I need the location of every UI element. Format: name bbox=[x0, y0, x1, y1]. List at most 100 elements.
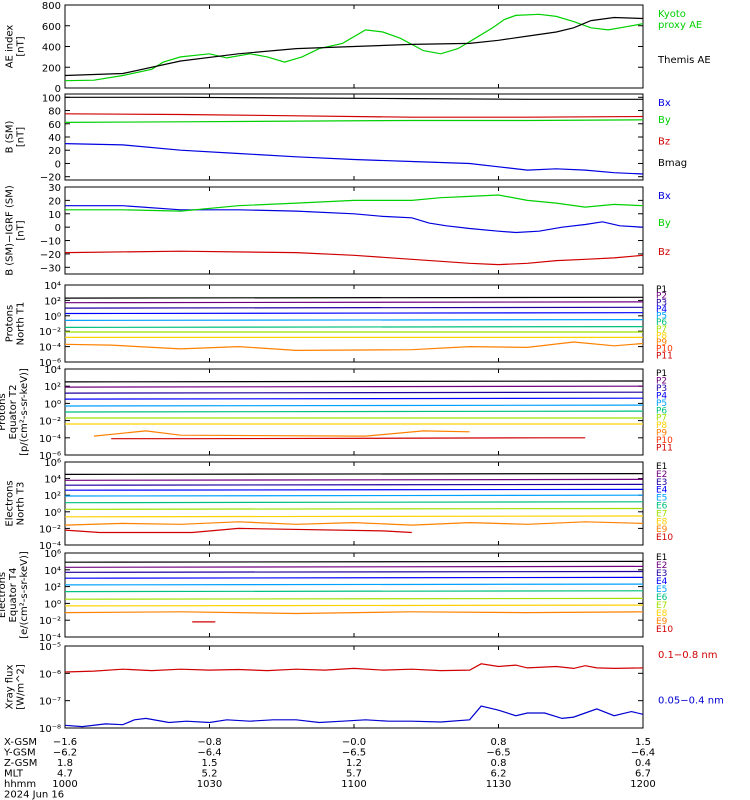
legend-label: P10 bbox=[656, 436, 673, 446]
legend-label: P5 bbox=[656, 399, 667, 409]
y-axis-label-line: North T3 bbox=[16, 482, 27, 526]
x-axis-value: 1.5 bbox=[202, 758, 218, 769]
y-tick-label: 10⁶ bbox=[44, 458, 61, 469]
y-tick-label: 10⁻⁴ bbox=[39, 633, 61, 644]
series-line bbox=[64, 404, 644, 407]
y-tick-label: 10⁻² bbox=[39, 327, 61, 338]
x-axis-value: 0.8 bbox=[491, 737, 507, 748]
legend-label: P5 bbox=[656, 312, 667, 322]
panel-8: 10⁻⁵ 10⁻⁶ 10⁻⁷ 10⁻⁸ Xray flux [W/m^2] 0.1−0.8 … bbox=[5, 642, 724, 735]
series-line bbox=[64, 611, 644, 615]
series-line bbox=[64, 119, 644, 123]
y-axis-label-line: [nT] bbox=[16, 220, 27, 240]
legend-label: P3 bbox=[656, 384, 667, 394]
y-tick-label: 0 bbox=[55, 159, 61, 170]
y-tick-label: 10⁻⁷ bbox=[39, 697, 61, 708]
x-axis-value: −6.5 bbox=[486, 748, 510, 759]
series-line bbox=[64, 597, 644, 600]
series-line bbox=[64, 576, 644, 579]
legend-label: Bz bbox=[658, 247, 670, 258]
panel-4: 10⁴ 10² 10⁰ 10⁻² 10⁻⁴ 10⁻⁶ Protons North T1 P1P2… bbox=[5, 281, 674, 369]
x-axis-row-label: MLT bbox=[4, 769, 24, 780]
legend-label: E5 bbox=[656, 585, 667, 595]
y-axis-label: Electrons North T3 bbox=[5, 480, 27, 526]
x-axis-value: 5.2 bbox=[202, 769, 218, 780]
x-axis-value: −1.6 bbox=[53, 737, 77, 748]
series-line bbox=[64, 13, 644, 82]
legend-label: E3 bbox=[656, 569, 667, 579]
y-tick-label: 0 bbox=[55, 84, 61, 95]
x-axis-value: 6.7 bbox=[635, 769, 651, 780]
x-axis-value: −6.4 bbox=[197, 748, 221, 759]
series-line bbox=[64, 583, 644, 586]
series-line bbox=[64, 560, 644, 563]
legend-label: P8 bbox=[656, 421, 667, 431]
legend-label: P9 bbox=[656, 429, 667, 439]
series-line bbox=[93, 430, 470, 437]
legend-label: E3 bbox=[656, 478, 667, 488]
y-tick-label: 10⁴ bbox=[44, 566, 61, 577]
legend-label: Bx bbox=[658, 98, 671, 109]
y-tick-label: 10⁻⁶ bbox=[39, 451, 61, 462]
legend-label: P1 bbox=[656, 369, 667, 379]
legend-label: E7 bbox=[656, 601, 667, 611]
series-line bbox=[64, 326, 644, 328]
y-tick-label: 10⁰ bbox=[44, 599, 61, 610]
x-axis-value: 1.8 bbox=[57, 758, 73, 769]
series-line bbox=[64, 590, 644, 593]
legend-label: Kyoto bbox=[658, 9, 686, 20]
x-axis-row-label: Z-GSM bbox=[4, 758, 37, 769]
y-tick-label: 400 bbox=[42, 43, 61, 54]
y-axis-label-line: [nT] bbox=[16, 36, 27, 56]
series-line bbox=[64, 478, 644, 481]
legend-label: E5 bbox=[656, 494, 667, 504]
series-line bbox=[64, 296, 644, 299]
y-tick-label: 10⁻⁵ bbox=[39, 642, 61, 653]
series-line bbox=[65, 96, 643, 100]
x-axis-value: 1130 bbox=[486, 779, 511, 790]
series-line bbox=[64, 410, 644, 413]
y-axis-label-line: [W/m^2] bbox=[16, 664, 27, 710]
panel-frame bbox=[64, 93, 644, 181]
legend-label: P11 bbox=[656, 444, 673, 454]
x-axis-value: 1.2 bbox=[346, 758, 362, 769]
series-line bbox=[64, 515, 644, 518]
legend-label: Bmag bbox=[658, 158, 687, 169]
series-line bbox=[64, 397, 644, 400]
x-axis-value: 1.5 bbox=[635, 737, 651, 748]
y-axis-label-line: B (SM)−IGRF (SM) bbox=[5, 185, 16, 276]
series-line bbox=[64, 113, 644, 118]
series-line bbox=[64, 306, 644, 309]
y-axis-label-line: [nT] bbox=[16, 127, 27, 147]
legend-label: P3 bbox=[656, 298, 667, 308]
y-tick-label: 10⁻⁴ bbox=[39, 343, 61, 354]
y-tick-label: 100 bbox=[42, 93, 61, 104]
y-tick-label: 10⁴ bbox=[44, 281, 61, 292]
legend-label: 0.1−0.8 nm bbox=[658, 650, 717, 661]
y-tick-label: 10² bbox=[44, 296, 61, 307]
legend-label: P7 bbox=[656, 414, 667, 424]
y-axis-label-line: Protons bbox=[5, 305, 16, 342]
x-axis-value: −6.4 bbox=[631, 748, 655, 759]
y-tick-label: 600 bbox=[42, 22, 61, 33]
y-tick-label: 10⁰ bbox=[44, 508, 61, 519]
series-line bbox=[111, 437, 586, 440]
y-axis-label-line: Electrons bbox=[0, 572, 8, 618]
y-tick-label: −30 bbox=[40, 263, 61, 274]
series-line bbox=[64, 501, 644, 504]
legend-label: Themis AE bbox=[657, 55, 711, 66]
x-axis-value: −6.2 bbox=[53, 748, 77, 759]
y-tick-label: 10 bbox=[48, 210, 61, 221]
legend-label: By bbox=[658, 115, 671, 126]
series-line bbox=[64, 488, 644, 491]
legend-label: P2 bbox=[656, 376, 667, 386]
y-axis-label-line: B (SM) bbox=[5, 120, 16, 153]
series-line bbox=[64, 663, 644, 673]
legend-label: P1 bbox=[656, 285, 667, 295]
x-axis-row-label: Y-GSM bbox=[3, 748, 36, 759]
legend-label: P6 bbox=[656, 318, 667, 328]
x-axis-value: −0.8 bbox=[197, 737, 221, 748]
